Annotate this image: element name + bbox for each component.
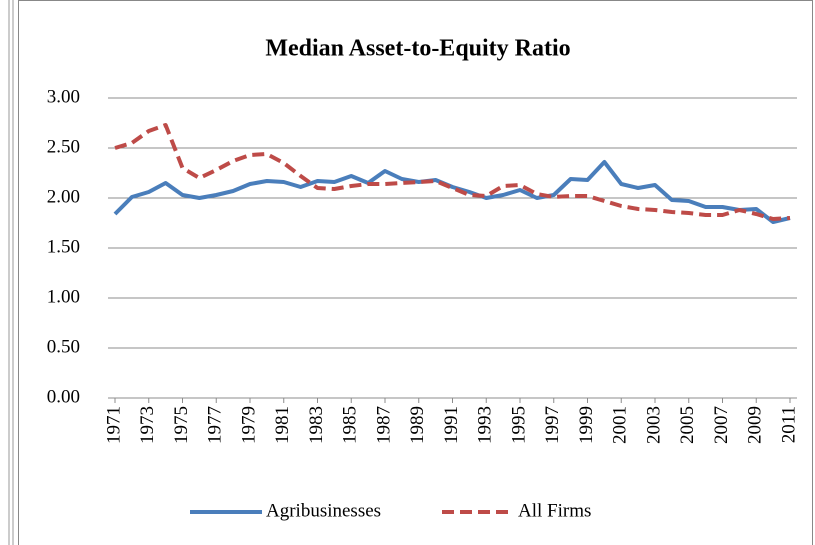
x-tick-label: 1977 [205, 406, 226, 444]
chart-frame [18, 0, 813, 545]
x-tick-label: 1981 [272, 406, 293, 444]
legend-label: All Firms [518, 500, 591, 521]
x-tick-label: 1987 [373, 406, 394, 444]
x-tick-label: 1979 [238, 406, 259, 444]
x-tick-label: 2009 [745, 406, 766, 444]
x-tick-label: 1989 [407, 406, 428, 444]
x-tick-label: 2001 [610, 406, 631, 444]
x-tick-label: 1983 [306, 406, 327, 444]
x-tick-label: 1997 [542, 406, 563, 444]
x-tick-label: 2005 [677, 406, 698, 444]
x-tick-label: 1993 [475, 406, 496, 444]
y-tick-label: 1.50 [47, 236, 80, 257]
x-tick-label: 1995 [508, 406, 529, 444]
x-tick-label: 1971 [103, 406, 124, 444]
x-tick-label: 1985 [340, 406, 361, 444]
x-tick-label: 1991 [441, 406, 462, 444]
series-line [114, 123, 791, 221]
x-tick-label: 1973 [137, 406, 158, 444]
y-tick-label: 2.00 [47, 186, 80, 207]
x-tick-label: 2003 [643, 406, 664, 444]
x-tick-label: 1975 [171, 406, 192, 444]
x-tick-label: 2011 [778, 406, 799, 443]
series-line [113, 160, 791, 224]
y-tick-label: 0.50 [47, 336, 80, 357]
x-tick-label: 2007 [711, 406, 732, 444]
x-tick-label: 1999 [576, 406, 597, 444]
y-tick-label: 0.00 [47, 386, 80, 407]
y-tick-label: 2.50 [47, 136, 80, 157]
y-tick-label: 3.00 [47, 86, 80, 107]
chart-title: Median Asset-to-Equity Ratio [265, 36, 570, 62]
legend-label: Agribusinesses [266, 500, 381, 521]
y-tick-label: 1.00 [47, 286, 80, 307]
